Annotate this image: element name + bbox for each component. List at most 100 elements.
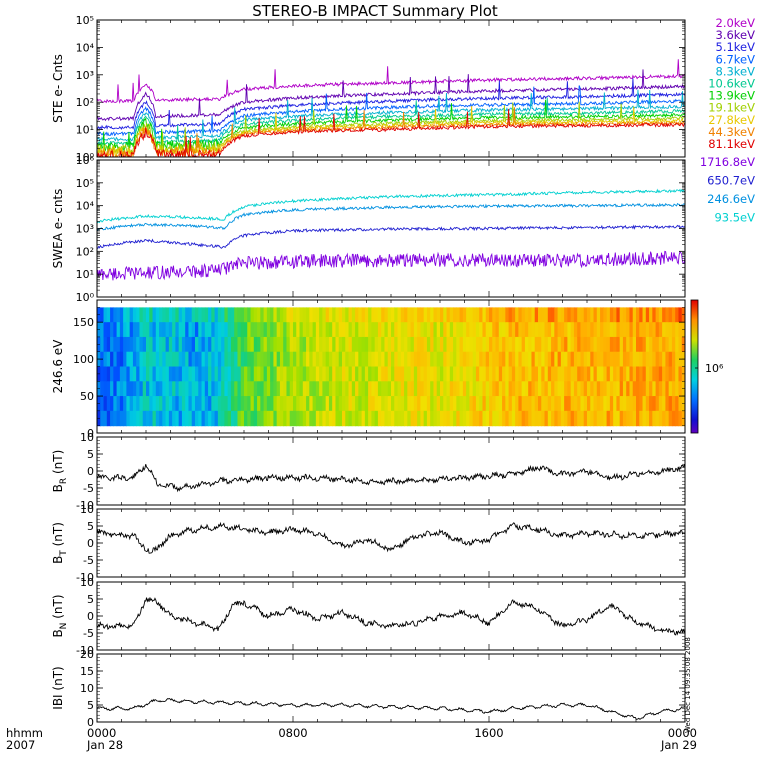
heatmap-cell (606, 351, 611, 368)
heatmap-cell (100, 410, 105, 427)
y-axis-label: BT (nT) (51, 522, 69, 564)
heatmap-cell (671, 322, 676, 338)
heatmap-cell (165, 410, 170, 427)
heatmap-cell (681, 381, 685, 397)
heatmap-cell (391, 396, 395, 412)
heatmap-cell (106, 366, 111, 382)
heatmap-cell (159, 351, 163, 368)
heatmap-cell (273, 396, 278, 412)
heatmap-cell (152, 351, 157, 368)
heatmap-cell (596, 381, 601, 397)
heatmap-cell (413, 366, 418, 382)
heatmap-cell (142, 351, 147, 368)
heatmap-cell (358, 366, 363, 382)
heatmap-cell (338, 322, 343, 338)
heatmap-cell (178, 307, 183, 323)
heatmap-cell (554, 336, 559, 353)
heatmap-cell (564, 322, 568, 338)
heatmap-cell (391, 307, 395, 323)
heatmap-cell (649, 336, 653, 353)
heatmap-cell (622, 366, 627, 382)
heatmap-cell (544, 396, 549, 412)
heatmap-cell (322, 336, 327, 353)
heatmap-cell (626, 336, 631, 353)
heatmap-cell (462, 336, 467, 353)
heatmap-cell (253, 396, 258, 412)
heatmap-cell (426, 396, 431, 412)
heatmap-cell (381, 336, 386, 353)
legend-entry: 246.6eV (707, 192, 755, 206)
heatmap-cell (168, 336, 173, 353)
heatmap-cell (185, 336, 190, 353)
heatmap-cell (459, 307, 464, 323)
heatmap-cell (505, 307, 510, 323)
heatmap-cell (502, 351, 506, 368)
heatmap-cell (528, 396, 533, 412)
heatmap-cell (407, 366, 412, 382)
heatmap-cell (446, 410, 451, 427)
heatmap-cell (655, 322, 660, 338)
heatmap-cell (302, 351, 307, 368)
heatmap-cell (332, 381, 337, 397)
heatmap-cell (361, 381, 366, 397)
heatmap-cell (567, 336, 572, 353)
heatmap-cell (475, 396, 480, 412)
heatmap-cell (230, 351, 235, 368)
heatmap-cell (560, 410, 565, 427)
heatmap-cell (165, 396, 170, 412)
heatmap-cell (498, 336, 503, 353)
series-line (97, 597, 685, 636)
heatmap-cell (312, 307, 317, 323)
y-tick-label: 10³ (76, 69, 94, 82)
heatmap-cell (675, 366, 680, 382)
heatmap-cell (564, 351, 568, 368)
heatmap-cell (374, 322, 379, 338)
heatmap-cell (211, 366, 216, 382)
heatmap-cell (361, 410, 366, 427)
heatmap-cell (570, 322, 575, 338)
heatmap-cell (240, 396, 245, 412)
y-tick-label: 10⁶ (76, 154, 95, 167)
heatmap-cell (606, 396, 611, 412)
heatmap-cell (315, 396, 320, 412)
heatmap-cell (364, 396, 369, 412)
heatmap-cell (443, 410, 448, 427)
heatmap-cell (263, 307, 268, 323)
heatmap-cell (505, 336, 510, 353)
heatmap-cell (348, 381, 353, 397)
heatmap-cell (273, 322, 278, 338)
heatmap-cell (632, 410, 637, 427)
heatmap-cell (662, 381, 666, 397)
heatmap-cell (636, 336, 640, 353)
heatmap-cell (253, 366, 258, 382)
heatmap-cell (178, 336, 183, 353)
heatmap-cell (443, 336, 448, 353)
heatmap-cell (165, 336, 170, 353)
heatmap-cell (224, 322, 229, 338)
heatmap-cell (237, 336, 242, 353)
heatmap-cell (655, 396, 660, 412)
heatmap-cell (649, 366, 653, 382)
heatmap-cell (116, 410, 121, 427)
heatmap-cell (567, 396, 572, 412)
heatmap-cell (306, 396, 310, 412)
heatmap-cell (613, 366, 617, 382)
heatmap-cell (302, 381, 307, 397)
heatmap-cell (345, 410, 350, 427)
heatmap-cell (466, 381, 470, 397)
heatmap-cell (335, 336, 340, 353)
heatmap-cell (573, 351, 578, 368)
heatmap-cell (443, 366, 448, 382)
heatmap-cell (270, 336, 274, 353)
x-axis-year-label: hhmm (6, 726, 43, 740)
heatmap-cell (217, 351, 222, 368)
heatmap-cell (361, 366, 366, 382)
heatmap-cell (309, 410, 314, 427)
x-tick-date: Jan 29 (660, 738, 697, 752)
heatmap-cell (100, 307, 105, 323)
heatmap-cell (289, 366, 294, 382)
heatmap-cell (662, 322, 666, 338)
heatmap-cell (234, 396, 239, 412)
heatmap-cell (577, 322, 582, 338)
heatmap-cell (387, 381, 392, 397)
